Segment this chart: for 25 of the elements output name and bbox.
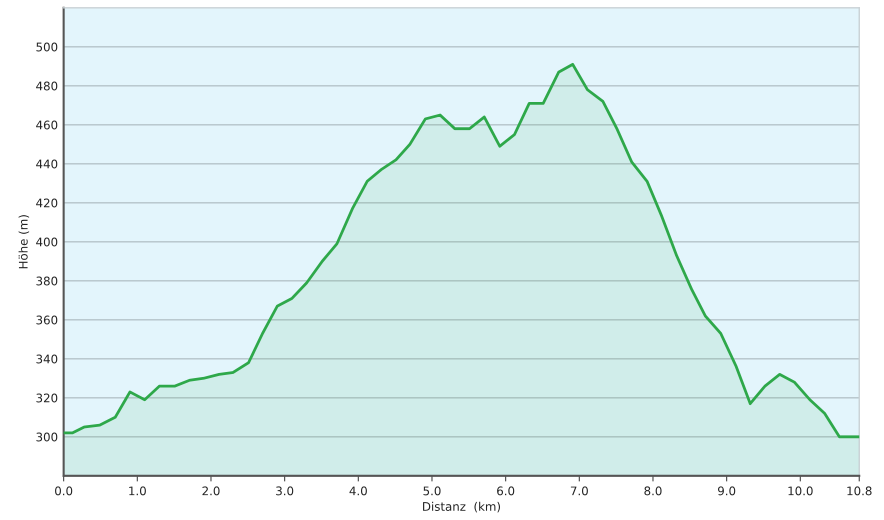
x-tick-label: 7.0: [570, 486, 588, 496]
x-tick-label: 9.0: [718, 486, 736, 496]
x-tick-label: 5.0: [424, 486, 441, 496]
y-tick-label: 300: [36, 432, 58, 442]
y-tick-label: 500: [36, 42, 58, 52]
x-tick-label: 8.0: [644, 486, 662, 496]
x-tick-label: 2.0: [202, 486, 220, 496]
x-tick-label: 6.0: [497, 486, 514, 496]
y-tick-label: 360: [36, 316, 58, 324]
x-axis-title: Distanz (km): [423, 502, 500, 512]
y-tick-label: 380: [36, 276, 58, 286]
y-tick-label: 480: [36, 82, 58, 90]
x-tick-label: 0.0: [55, 486, 72, 496]
y-tick-label: 440: [36, 160, 58, 168]
y-tick-label: 320: [36, 394, 58, 402]
y-tick-label: 340: [36, 354, 58, 364]
x-tick-label: 4.0: [350, 486, 367, 496]
x-tick-label: 10.0: [788, 486, 813, 496]
y-tick-label: 460: [36, 120, 58, 130]
x-tick-label: 3.0: [276, 486, 294, 496]
x-tick-label: 10.8: [847, 486, 872, 496]
y-tick-label: 420: [36, 198, 58, 208]
x-tick-label: 1.0: [129, 486, 146, 496]
y-axis-title: Höhe (m): [18, 215, 30, 268]
y-tick-label: 400: [36, 238, 58, 246]
